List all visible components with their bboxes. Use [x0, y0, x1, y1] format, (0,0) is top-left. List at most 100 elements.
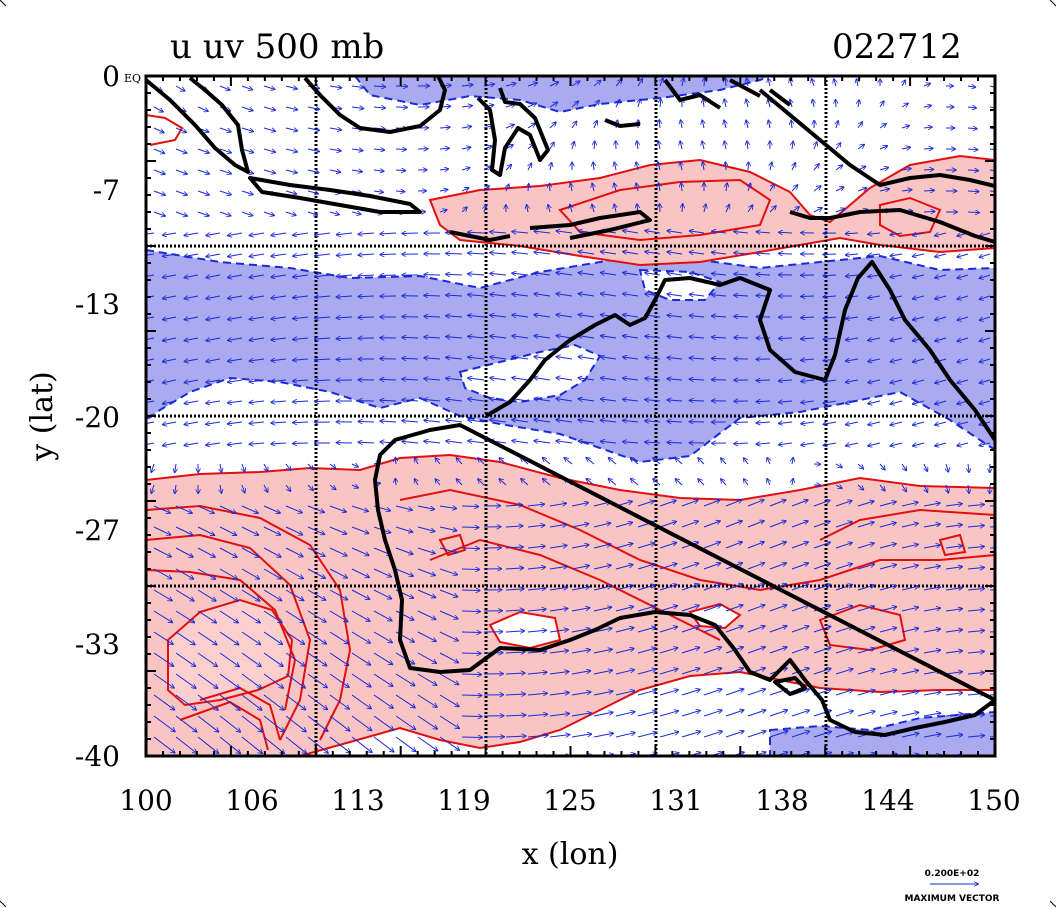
wind-vector [153, 631, 173, 644]
wind-vector [153, 589, 172, 601]
wind-vector [241, 526, 258, 535]
wind-vector [725, 731, 744, 738]
wind-vector [681, 626, 699, 633]
wind-vector [967, 212, 979, 213]
wind-vector [945, 567, 962, 569]
wind-vector [527, 630, 546, 632]
wind-vector [417, 526, 435, 531]
wind-vector [206, 401, 221, 403]
wind-vector [176, 758, 196, 774]
wind-vector [153, 526, 171, 535]
wind-vector [980, 337, 991, 341]
wind-vector [747, 584, 764, 591]
wind-vector [615, 712, 635, 717]
wind-vector [490, 399, 507, 401]
wind-vector [527, 735, 548, 737]
wind-vector [271, 401, 287, 402]
wind-vector [945, 504, 962, 506]
wind-vector [980, 295, 991, 299]
wind-vector [242, 463, 245, 472]
wind-vector [556, 357, 573, 359]
wind-vector [879, 168, 888, 171]
wind-vector [681, 732, 700, 738]
wind-vector [351, 715, 372, 730]
wind-vector [483, 166, 491, 170]
wind-vector [901, 502, 918, 507]
wind-vector [228, 233, 243, 236]
wind-vector [593, 586, 611, 591]
wind-vector [417, 568, 435, 575]
x-tick-label: 106 [225, 784, 278, 817]
wind-vector [945, 525, 962, 527]
wind-vector [901, 733, 919, 738]
wind-vector [593, 162, 594, 171]
wind-vector [206, 359, 221, 362]
wind-vector [228, 422, 243, 424]
wind-vector [967, 547, 984, 549]
wind-vector [791, 605, 809, 612]
wind-vector [579, 378, 595, 380]
wind-vector [468, 232, 485, 233]
wind-vector [439, 190, 448, 192]
wind-vector [835, 143, 841, 150]
wind-vector [285, 107, 297, 110]
positive-region-south [146, 453, 995, 756]
wind-vector [645, 231, 661, 233]
wind-vector [175, 652, 195, 666]
wind-vector [490, 315, 507, 317]
wind-vector [901, 190, 912, 191]
wind-vector [980, 316, 991, 320]
wind-vector [637, 606, 655, 612]
wind-vector [681, 120, 682, 129]
wind-vector [756, 380, 771, 381]
wind-vector [756, 274, 771, 275]
wind-vector [967, 652, 984, 654]
y-tick-eq-suffix: EQ [124, 72, 141, 85]
wind-vector [890, 233, 903, 235]
wind-vector [505, 547, 523, 548]
wind-vector [395, 149, 406, 150]
wind-vector [609, 479, 617, 486]
wind-vector [901, 147, 910, 149]
wind-vector [242, 758, 262, 775]
wind-vector [957, 253, 969, 257]
wind-vector [206, 233, 221, 236]
wind-vector [228, 338, 243, 340]
wind-vector [175, 505, 192, 513]
wind-vector [549, 503, 566, 507]
wind-vector [468, 253, 485, 254]
wind-vector [337, 317, 353, 318]
wind-vector [747, 626, 765, 633]
wind-vector [285, 736, 306, 753]
wind-vector [446, 253, 463, 254]
wind-vector [307, 610, 326, 622]
wind-vector [329, 484, 336, 489]
wind-vector [373, 170, 384, 171]
wind-vector [468, 295, 485, 296]
wind-vector [219, 631, 239, 645]
wind-vector [395, 736, 416, 751]
wind-vector [175, 694, 196, 710]
wind-vector [439, 610, 458, 619]
wind-vector [734, 232, 749, 234]
wind-vector [241, 547, 259, 557]
wind-vector [823, 338, 837, 340]
wind-vector [154, 758, 175, 774]
wind-vector [153, 568, 172, 579]
wind-vector [315, 380, 331, 381]
wind-vector [293, 296, 309, 298]
wind-vector [791, 542, 808, 549]
wind-vector [913, 254, 925, 257]
wind-vector [801, 380, 815, 382]
wind-vector [901, 103, 908, 107]
wind-vector [571, 566, 589, 570]
y-tick-label: -40 [75, 740, 120, 773]
wind-vector [461, 695, 482, 696]
wind-vector [175, 463, 176, 472]
wind-vector [769, 605, 787, 612]
wind-vector [667, 231, 683, 233]
wind-vector [615, 607, 633, 612]
wind-vector [779, 232, 793, 233]
